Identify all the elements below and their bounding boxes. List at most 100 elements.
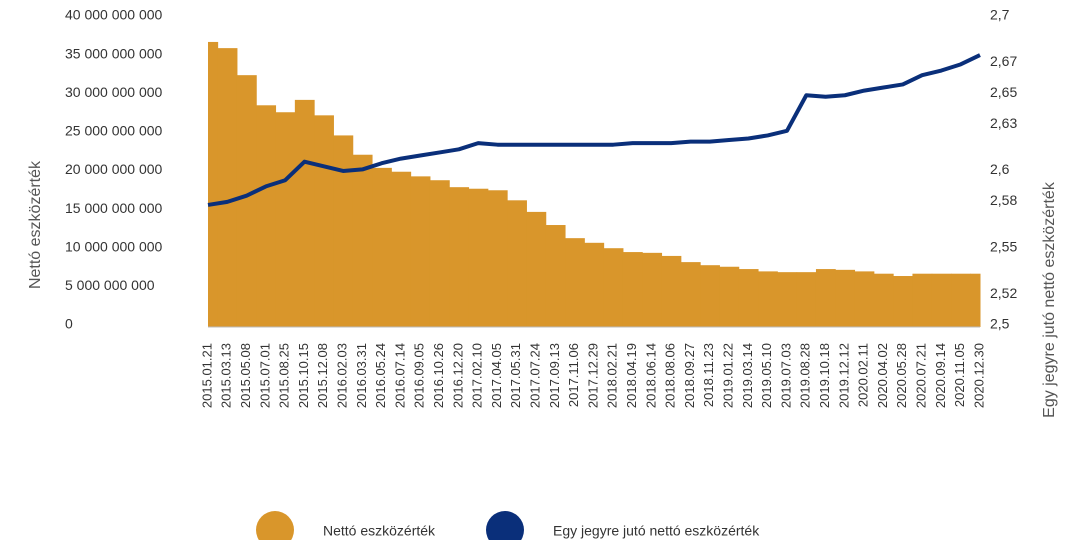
area-bar xyxy=(545,225,566,327)
area-bar xyxy=(931,273,952,327)
legend-swatch xyxy=(256,511,294,540)
x-tick-label: 2018.02.21 xyxy=(605,343,620,408)
y2-tick-label: 2,65 xyxy=(990,84,1017,100)
area-bar xyxy=(507,200,527,327)
x-tick-label: 2019.07.03 xyxy=(778,343,793,408)
y-tick-label: 35 000 000 000 xyxy=(65,45,163,61)
y2-axis-title: Egy jegyre jutó nettó eszközérték xyxy=(1041,181,1058,418)
x-tick-label: 2018.11.23 xyxy=(701,343,716,407)
area-bar xyxy=(391,171,412,327)
y-tick-label: 15 000 000 000 xyxy=(65,200,163,216)
area-bar xyxy=(487,190,508,327)
y2-tick-label: 2,67 xyxy=(990,53,1017,69)
legend-swatch xyxy=(486,511,524,540)
y-axis-title: Nettó eszközérték xyxy=(27,160,44,289)
area-bar xyxy=(333,135,354,327)
area-bar xyxy=(294,99,315,327)
area-bar xyxy=(661,255,682,327)
area-bar xyxy=(642,252,663,327)
area-bar xyxy=(429,180,450,327)
area-bar xyxy=(565,238,585,327)
y2-tick-label: 2,52 xyxy=(990,285,1017,301)
area-bar xyxy=(777,272,798,327)
x-tick-label: 2017.11.06 xyxy=(566,343,581,407)
legend-label: Egy jegyre jutó nettó eszközérték xyxy=(553,523,760,539)
x-tick-label: 2016.02.03 xyxy=(335,343,350,408)
area-bar xyxy=(912,273,933,327)
y2-tick-label: 2,55 xyxy=(990,238,1017,254)
x-tick-label: 2020.09.14 xyxy=(933,343,948,408)
x-tick-label: 2019.05.10 xyxy=(759,343,774,408)
x-tick-label: 2015.03.13 xyxy=(219,343,234,408)
area-bar xyxy=(314,115,334,328)
area-bar xyxy=(236,75,257,327)
area-bar xyxy=(217,48,238,327)
x-tick-label: 2017.09.13 xyxy=(547,343,562,408)
x-tick-label: 2016.03.31 xyxy=(354,343,369,408)
area-bar xyxy=(738,269,759,327)
x-tick-label: 2019.03.14 xyxy=(740,343,755,408)
x-tick-label: 2019.10.18 xyxy=(817,343,832,408)
x-tick-label: 2020.04.02 xyxy=(875,343,890,408)
x-tick-label: 2018.04.19 xyxy=(624,343,639,408)
y2-tick-label: 2,58 xyxy=(990,192,1017,208)
x-tick-label: 2017.05.31 xyxy=(508,343,523,408)
x-tick-label: 2020.07.21 xyxy=(914,343,929,408)
area-bar xyxy=(603,248,624,327)
area-bar xyxy=(970,273,981,327)
area-bar xyxy=(468,188,489,327)
area-bar xyxy=(680,262,701,327)
x-tick-label: 2018.09.27 xyxy=(682,343,697,408)
area-bar xyxy=(835,269,856,327)
x-tick-label: 2020.02.11 xyxy=(856,343,871,407)
y-tick-label: 40 000 000 000 xyxy=(65,7,163,23)
y-tick-label: 30 000 000 000 xyxy=(65,84,163,100)
area-bar xyxy=(372,167,392,327)
x-tick-label: 2016.07.14 xyxy=(392,343,407,408)
x-tick-label: 2015.07.01 xyxy=(257,343,272,408)
x-tick-label: 2017.02.10 xyxy=(470,343,485,408)
legend-label: Nettó eszközérték xyxy=(323,523,436,539)
area-bar xyxy=(584,242,605,327)
y2-tick-label: 2,6 xyxy=(990,161,1010,177)
line xyxy=(207,53,981,207)
x-tick-label: 2020.11.05 xyxy=(952,343,967,407)
x-tick-label: 2016.09.05 xyxy=(412,343,427,408)
x-tick-label: 2019.12.12 xyxy=(836,343,851,408)
x-tick-label: 2019.08.28 xyxy=(798,343,813,408)
y-tick-label: 0 xyxy=(65,316,73,332)
x-tick-label: 2017.07.24 xyxy=(528,343,543,408)
area-bar xyxy=(873,273,894,327)
area-bar xyxy=(951,273,971,327)
y2-tick-label: 2,63 xyxy=(990,115,1017,131)
y2-tick-label: 2,5 xyxy=(990,316,1010,332)
area-bar xyxy=(449,187,470,327)
x-tick-label: 2015.01.21 xyxy=(199,343,214,408)
x-tick-label: 2017.04.05 xyxy=(489,343,504,408)
x-tick-label: 2020.05.28 xyxy=(894,343,909,408)
y-tick-label: 10 000 000 000 xyxy=(65,238,163,254)
area-bar xyxy=(275,112,296,328)
area-bar xyxy=(758,271,778,327)
x-tick-label: 2016.12.20 xyxy=(450,343,465,408)
area-bar xyxy=(622,252,643,327)
x-tick-label: 2016.10.26 xyxy=(431,343,446,408)
area-bar xyxy=(719,266,740,327)
area-bar xyxy=(410,176,431,327)
area-bar xyxy=(208,41,219,327)
area-bar xyxy=(796,272,817,327)
y-tick-label: 20 000 000 000 xyxy=(65,161,163,177)
area-bar xyxy=(352,154,373,327)
y-tick-label: 5 000 000 000 xyxy=(65,277,155,293)
x-tick-label: 2018.06.14 xyxy=(643,343,658,408)
x-tick-label: 2018.08.06 xyxy=(663,343,678,408)
x-tick-label: 2019.01.22 xyxy=(721,343,736,408)
x-tick-label: 2017.12.29 xyxy=(585,343,600,408)
area-bar xyxy=(700,265,720,327)
y-tick-label: 25 000 000 000 xyxy=(65,123,163,139)
x-tick-label: 2016.05.24 xyxy=(373,343,388,408)
area-bar xyxy=(893,276,913,327)
x-tick-label: 2015.10.15 xyxy=(296,343,311,408)
area-bar xyxy=(854,271,875,327)
